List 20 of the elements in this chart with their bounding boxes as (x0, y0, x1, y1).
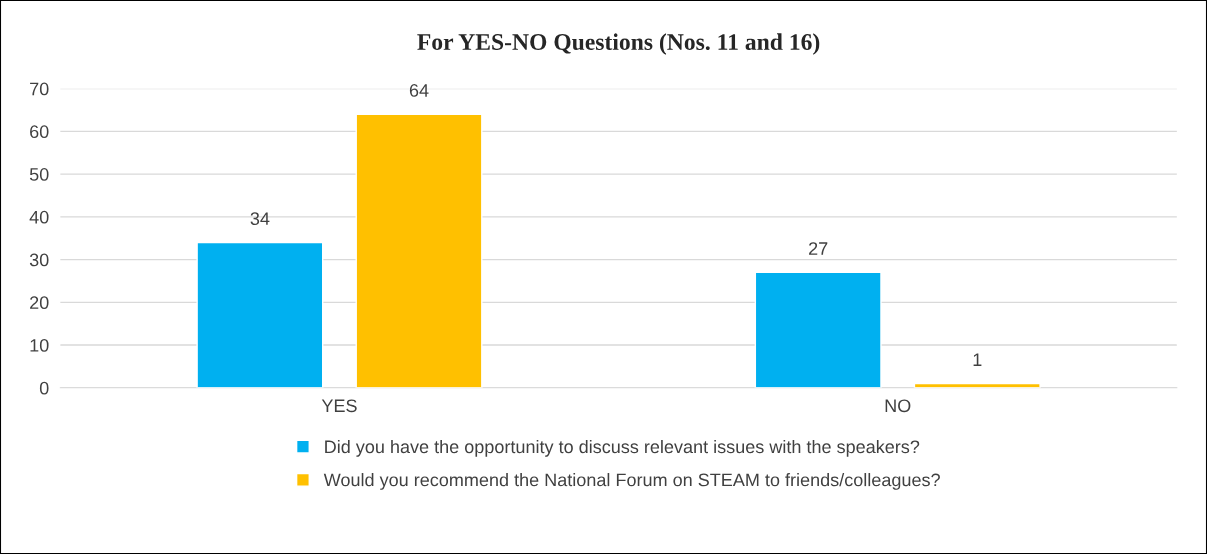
y-tick-label: 70 (30, 82, 49, 96)
y-tick-label: 10 (30, 339, 49, 352)
legend-label: Would you recommend the National Forum on STEAM to friends/colleagues? (323, 473, 940, 490)
data-label: 34 (250, 212, 270, 226)
chart-title: For YES-NO Questions (Nos. 11 and 16) (417, 33, 820, 55)
y-tick-label: 40 (29, 210, 49, 224)
data-label: 27 (809, 242, 828, 255)
data-label: 64 (409, 84, 429, 97)
y-tick-label: 0 (39, 381, 49, 395)
data-label: 1 (973, 353, 982, 366)
x-tick-label: NO (885, 399, 911, 413)
y-tick-label: 20 (30, 296, 49, 310)
bar (754, 271, 882, 388)
bar (196, 241, 324, 388)
legend-label: Did you have the opportunity to discuss relevant issues with the speakers? (325, 439, 920, 457)
y-tick-label: 30 (29, 253, 49, 267)
y-tick-label: 60 (30, 125, 49, 139)
y-tick-label: 50 (29, 168, 49, 181)
bar (355, 113, 483, 388)
x-tick-label: YES (321, 399, 357, 413)
